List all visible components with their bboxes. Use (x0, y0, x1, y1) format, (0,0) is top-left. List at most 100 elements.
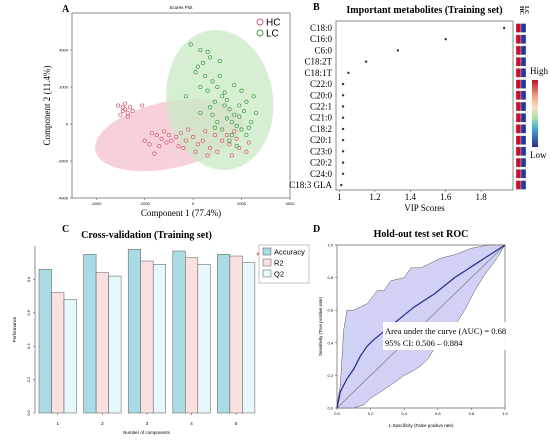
vip-point (341, 82, 345, 86)
vip-point (396, 49, 400, 52)
legend-marker-lc (256, 29, 264, 37)
heatmap-cell-hc (515, 34, 522, 44)
heatmap-cell-lc (520, 135, 527, 145)
data-point-hc (227, 142, 232, 147)
y-tick-label: 2000 (59, 85, 69, 90)
heatmap-cell-hc (515, 113, 522, 123)
data-point-lc (237, 114, 242, 119)
data-point-lc (210, 79, 215, 84)
x-tick-label: 0.4 (401, 411, 407, 416)
data-point-lc (244, 133, 249, 138)
data-point-lc (205, 88, 210, 93)
data-point-lc (222, 90, 227, 95)
plot-frame (335, 20, 514, 191)
x-tick-label: 1.8 (476, 192, 488, 202)
bar-accuracy (172, 250, 186, 414)
data-point-hc (195, 142, 201, 147)
panel-letter-d: D (313, 224, 320, 235)
legend-swatch-q2 (262, 269, 272, 278)
vip-point (340, 183, 343, 187)
bar-accuracy (217, 254, 231, 414)
data-point-hc (208, 146, 213, 151)
legend-label-q2: Q2 (274, 270, 284, 279)
metabolite-label: C22:1 (310, 102, 332, 112)
vip-point (502, 26, 506, 30)
data-point-lc (237, 103, 242, 108)
heatmap-cell-lc (520, 79, 527, 89)
legend-label-hc: HC (266, 18, 280, 29)
y-tick-label: 0.8 (327, 275, 333, 280)
colorbar-low-label: Low (530, 150, 547, 160)
vip-plot: Important metabolites (Training set) C18:… (289, 5, 548, 213)
vip-point (341, 94, 345, 97)
y-tick-label: 1.0 (327, 243, 333, 248)
metabolite-label: C20:1 (310, 135, 332, 145)
heatmap-cell-hc (515, 45, 522, 56)
data-point-lc (210, 112, 215, 117)
data-point-hc (115, 103, 121, 108)
heatmap-cell-lc (520, 56, 527, 67)
bar-r2 (185, 257, 199, 414)
data-point-lc (212, 125, 217, 130)
y-tick-label: 0.0 (327, 406, 333, 411)
data-point-hc (183, 138, 188, 143)
data-point-hc (215, 149, 220, 154)
x-tick-label: 0.2 (368, 411, 374, 416)
x-tick-label: 1 (56, 421, 59, 426)
heatmap-column-label: LC (523, 6, 529, 14)
data-point-hc (246, 140, 251, 145)
heatmap-cell-hc (515, 56, 522, 67)
significance-marker: * (256, 251, 259, 260)
scores-plot: Scores Plot -4000 -2000 0 2000 4000 -4000 -2000… (42, 5, 295, 218)
metabolite-label: C20:0 (310, 90, 333, 100)
data-point-lc (208, 105, 213, 110)
x-tick-label: 1.6 (440, 192, 452, 202)
y-tick-label: 0 (66, 122, 69, 127)
bar-r2 (95, 272, 109, 414)
data-point-hc (229, 153, 234, 158)
vip-point (341, 138, 345, 142)
metabolite-label: C18:0 (310, 23, 333, 33)
cross-validation-chart: Cross-validation (Training set) 0.0 0.2 0.4… (12, 230, 310, 435)
y-tick-label: 0.2 (26, 376, 31, 382)
bar-q2 (63, 299, 77, 414)
bar-accuracy (83, 254, 97, 414)
x-tick-label: 0.6 (435, 411, 441, 416)
data-point-lc (183, 94, 188, 99)
x-tick-label: 0.0 (334, 411, 340, 416)
data-point-lc (239, 127, 244, 132)
data-point-lc (215, 84, 220, 90)
metabolite-label: C20:2 (310, 158, 332, 168)
data-point-hc (125, 110, 130, 115)
bar-r2 (229, 255, 243, 414)
data-point-hc (154, 133, 159, 138)
y-tick-label: -4000 (58, 196, 69, 201)
vip-point (347, 71, 350, 75)
data-point-lc (220, 94, 225, 99)
data-point-lc (234, 123, 239, 128)
panel-letter-c: C (62, 224, 69, 235)
data-point-hc (130, 109, 135, 114)
bar-r2 (51, 292, 65, 414)
heatmap-cell-lc (520, 124, 527, 134)
data-point-lc (244, 99, 249, 104)
y-tick-label: 4000 (59, 48, 69, 53)
x-tick-label: 3 (146, 421, 149, 426)
data-point-hc (232, 129, 237, 134)
data-point-lc (227, 107, 232, 112)
data-point-lc (232, 112, 237, 117)
x-axis-label: Component 1 (77.4%) (141, 208, 221, 218)
heatmap-cell-hc (515, 157, 522, 168)
auc-annotation: Area under the curve (AUC) = 0.68 (385, 326, 506, 336)
data-point-hc (123, 101, 128, 106)
bar-q2 (242, 262, 256, 414)
data-point-lc (232, 83, 237, 88)
data-point-hc (152, 151, 157, 156)
data-point-hc (186, 127, 191, 132)
y-tick-label: 0.4 (327, 340, 333, 345)
data-point-hc (140, 103, 145, 108)
x-tick-label: 1 (337, 192, 342, 202)
y-tick-label: 0.0 (26, 409, 31, 415)
panel-letter-a: A (62, 4, 70, 15)
data-point-hc (244, 149, 249, 154)
